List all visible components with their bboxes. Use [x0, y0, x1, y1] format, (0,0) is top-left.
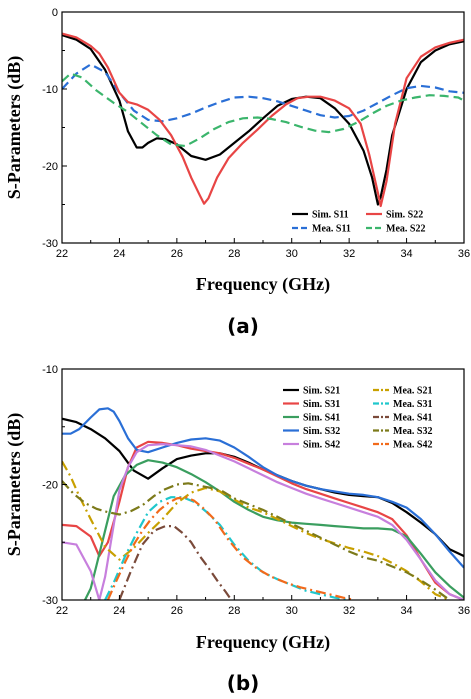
- panel-label: (b): [227, 671, 260, 695]
- chart-panel-1: 22 24 26 28 30 32 34 36 0 -10 -20 -30 Frequency (GHz…: [4, 7, 470, 338]
- series-line-mea-s41: [118, 524, 233, 600]
- legend-label: Sim. S21: [303, 386, 340, 397]
- legend-label: Mea. S42: [393, 440, 432, 451]
- x-tick-label: 24: [113, 605, 125, 617]
- x-tick-label: 28: [228, 248, 240, 260]
- legend-label: Sim. S11: [312, 210, 349, 221]
- legend-label: Mea. S41: [393, 413, 432, 424]
- series-line-mea-s22: [62, 72, 464, 148]
- chart-panel-2: 22 24 26 28 30 32 34 36 -10 -20 -30 Frequency (GHz)…: [4, 364, 470, 695]
- series-line-sim-s32: [62, 407, 464, 569]
- legend-label: Sim. S32: [303, 426, 340, 437]
- y-tick-label: -20: [42, 161, 58, 173]
- y-tick-label: -30: [42, 595, 58, 607]
- x-tick-label: 32: [343, 605, 355, 617]
- x-axis-title: Frequency (GHz): [196, 632, 330, 653]
- legend-label: Sim. S42: [303, 440, 340, 451]
- x-tick-label: 36: [458, 605, 470, 617]
- legend-label: Sim. S22: [386, 210, 423, 221]
- x-tick-label: 30: [286, 605, 298, 617]
- series-line-mea-s42: [106, 496, 356, 600]
- x-tick-label: 34: [400, 605, 412, 617]
- x-tick-label: 36: [458, 248, 470, 260]
- series-line-sim-s42: [62, 443, 464, 600]
- y-tick-label: 0: [52, 7, 58, 19]
- legend: Sim. S21 Sim. S31 Sim. S41 Sim. S32 Sim. S42…: [283, 386, 432, 451]
- panel-label: (a): [227, 314, 259, 338]
- x-tick-label: 22: [56, 248, 68, 260]
- x-tick-label: 26: [171, 248, 183, 260]
- series-line-mea-s32: [62, 480, 451, 600]
- series-line-mea-s11: [62, 63, 464, 123]
- x-tick-label: 30: [286, 248, 298, 260]
- x-axis-title: Frequency (GHz): [196, 274, 330, 295]
- legend-label: Mea. S31: [393, 399, 432, 410]
- series-line-mea-s31: [104, 496, 350, 600]
- series-group: [62, 32, 464, 208]
- y-tick-label: -10: [42, 364, 58, 376]
- x-tick-label: 22: [56, 605, 68, 617]
- series-group: [62, 407, 464, 600]
- x-tick-label: 32: [343, 248, 355, 260]
- y-axis-title: S-Parameters (dB): [4, 413, 25, 556]
- y-tick-label: -20: [42, 480, 58, 492]
- legend-label: Mea. S32: [393, 426, 432, 437]
- y-tick-label: -10: [42, 84, 58, 96]
- x-tick-label: 24: [113, 248, 125, 260]
- y-axis-title: S-Parameters (dB): [4, 56, 25, 199]
- x-tick-label: 34: [400, 248, 412, 260]
- series-line-sim-s31: [62, 440, 464, 600]
- series-line-sim-s22: [62, 32, 464, 208]
- series-line-mea-s21: [62, 460, 451, 600]
- plot-frame: [61, 11, 465, 244]
- legend-label: Mea. S22: [386, 224, 425, 235]
- legend: Sim. S11 Mea. S11 Sim. S22 Mea. S22: [292, 210, 425, 235]
- legend-label: Sim. S31: [303, 399, 340, 410]
- x-tick-label: 26: [171, 605, 183, 617]
- legend-label: Mea. S11: [312, 224, 351, 235]
- y-tick-label: -30: [42, 238, 58, 250]
- x-tick-label: 28: [228, 605, 240, 617]
- series-line-sim-s11: [62, 34, 464, 206]
- legend-label: Mea. S21: [393, 386, 432, 397]
- legend-label: Sim. S41: [303, 413, 340, 424]
